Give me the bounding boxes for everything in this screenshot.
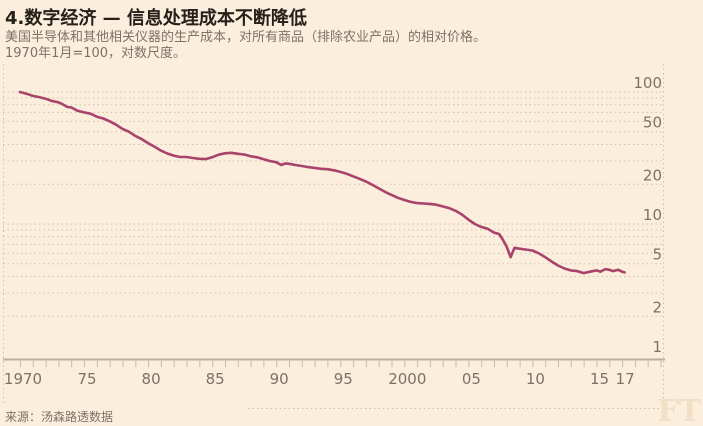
source-note: 来源：汤森路透数据	[5, 410, 114, 424]
chart-subtitle-line1: 美国半导体和其他相关仪器的生产成本，对所有商品（排除农业产品）的相对价格。	[5, 30, 487, 45]
x-axis-label: 95	[334, 370, 353, 388]
y-axis-label: 2	[652, 298, 662, 316]
x-axis-label: 17	[616, 370, 635, 388]
ft-watermark: FT	[657, 394, 701, 426]
y-axis-label: 1	[652, 338, 662, 356]
x-axis-label: 90	[270, 370, 289, 388]
x-axis-label: 15	[590, 370, 609, 388]
chart-title: 4.数字经济 — 信息处理成本不断降低	[5, 8, 307, 29]
x-axis-label: 2000	[388, 370, 426, 388]
y-axis-label: 20	[643, 166, 662, 184]
y-axis-label: 5	[652, 246, 662, 264]
y-axis-label: 100	[633, 74, 662, 92]
y-axis-label: 10	[643, 206, 662, 224]
x-axis-label: 1970	[4, 370, 42, 388]
x-axis-label: 10	[526, 370, 545, 388]
chart-subtitle-line2: 1970年1月=100，对数尺度。	[5, 46, 187, 61]
x-axis-label: 05	[462, 370, 481, 388]
x-axis-label: 75	[77, 370, 96, 388]
x-axis-label: 80	[142, 370, 161, 388]
chart-subtitle: 美国半导体和其他相关仪器的生产成本，对所有商品（排除农业产品）的相对价格。 19…	[5, 30, 699, 62]
x-axis-label: 85	[206, 370, 225, 388]
price-line	[18, 90, 626, 275]
y-axis-label: 50	[643, 114, 662, 132]
